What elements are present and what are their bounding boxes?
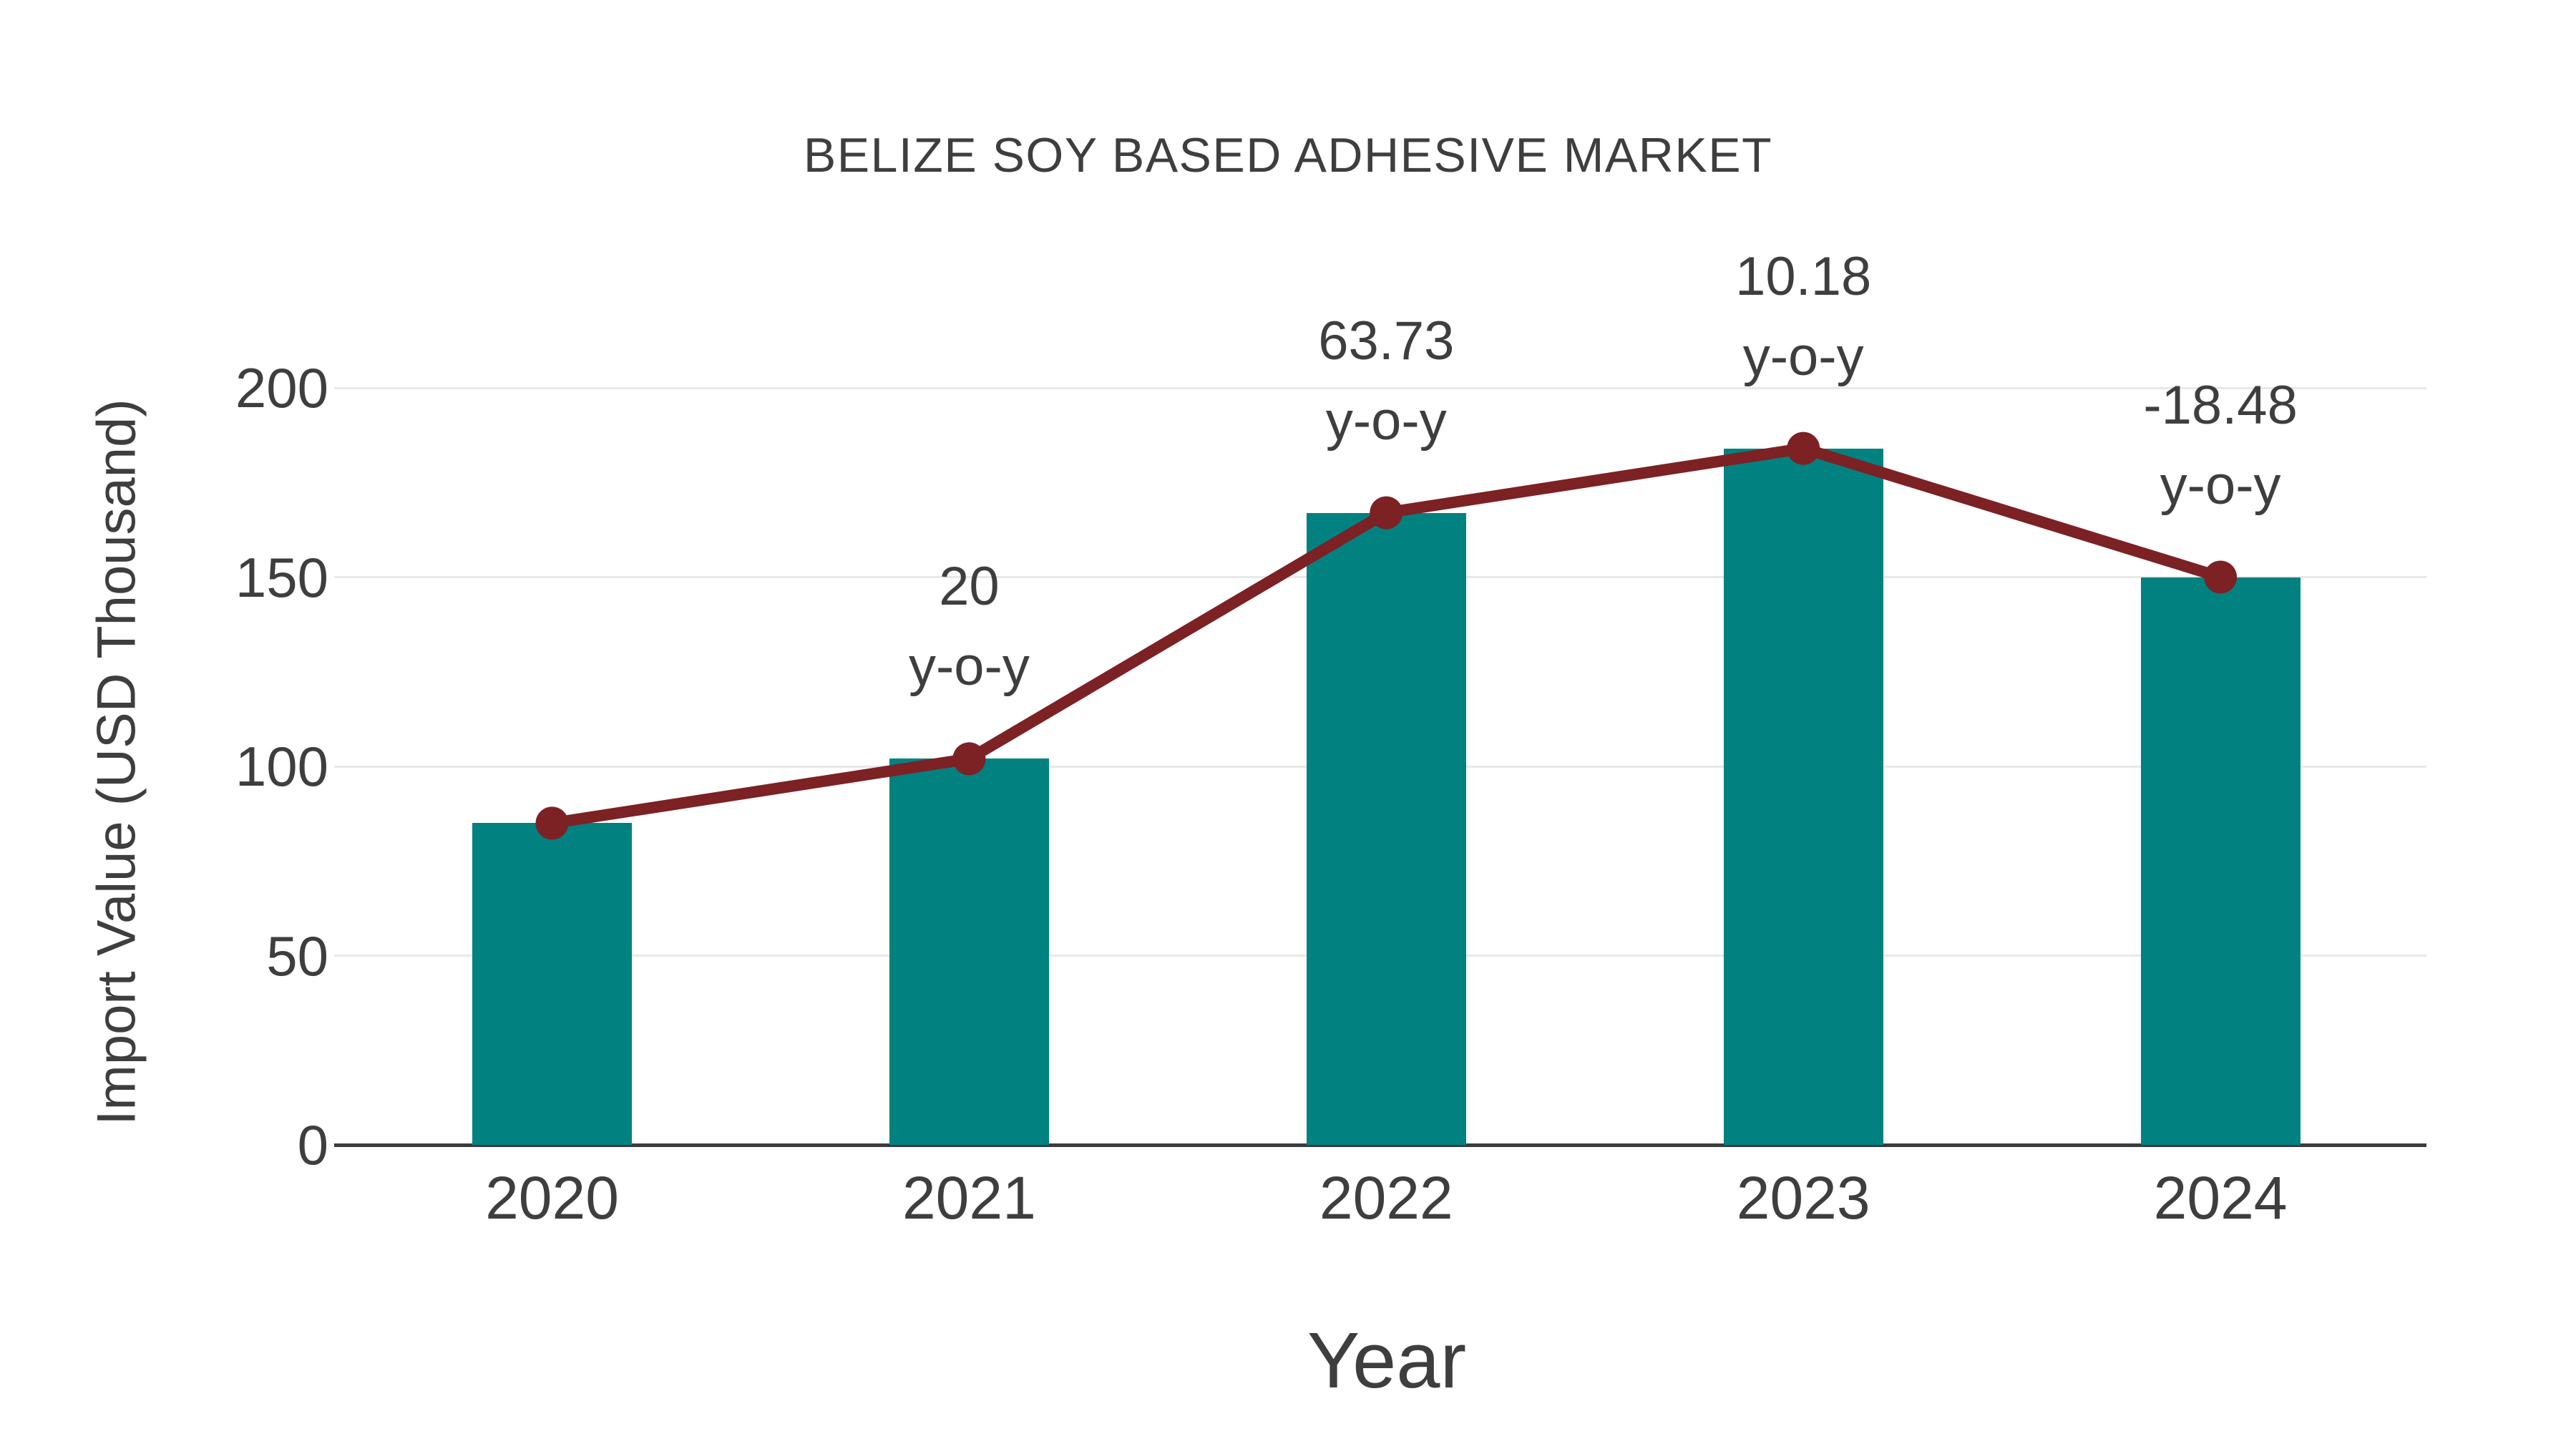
yoy-annotation-2022: 63.73 y-o-y [1164, 301, 1608, 462]
bar-2021 [889, 758, 1049, 1145]
yoy-value-label: 20 [939, 556, 1000, 618]
bar-2022 [1306, 512, 1466, 1145]
y-tick-label-200: 200 [235, 356, 328, 419]
yoy-annotation-2021: 20 y-o-y [747, 547, 1191, 707]
yoy-value-label: 63.73 [1318, 310, 1455, 371]
gridline-200 [334, 386, 2426, 389]
yoy-suffix-label: y-o-y [2160, 454, 2281, 516]
x-tick-label-2022: 2022 [1319, 1164, 1453, 1231]
x-axis-title: Year [1307, 1317, 1467, 1405]
yoy-suffix-label: y-o-y [908, 636, 1030, 698]
y-tick-label-100: 100 [235, 735, 328, 798]
yoy-suffix-label: y-o-y [1742, 326, 1864, 387]
chart-title: BELIZE SOY BASED ADHESIVE MARKET [803, 128, 1773, 182]
bar-2023 [1723, 448, 1883, 1145]
bar-2024 [2140, 577, 2301, 1145]
yoy-annotation-2023: 10.18 y-o-y [1581, 237, 2025, 397]
yoy-suffix-label: y-o-y [1325, 390, 1447, 452]
x-axis-line [334, 1143, 2426, 1147]
bar-2020 [472, 823, 632, 1145]
yoy-annotation-2024: -18.48 y-o-y [1999, 366, 2442, 526]
x-tick-label-2020: 2020 [485, 1164, 619, 1231]
x-tick-label-2024: 2024 [2153, 1164, 2288, 1231]
x-tick-label-2021: 2021 [902, 1164, 1036, 1231]
y-tick-label-0: 0 [297, 1113, 328, 1176]
x-tick-label-2023: 2023 [1736, 1164, 1870, 1231]
yoy-value-label: 10.18 [1735, 245, 1872, 307]
y-tick-label-50: 50 [266, 924, 328, 987]
y-tick-label-150: 150 [235, 545, 328, 609]
yoy-value-label: -18.48 [2143, 374, 2298, 436]
